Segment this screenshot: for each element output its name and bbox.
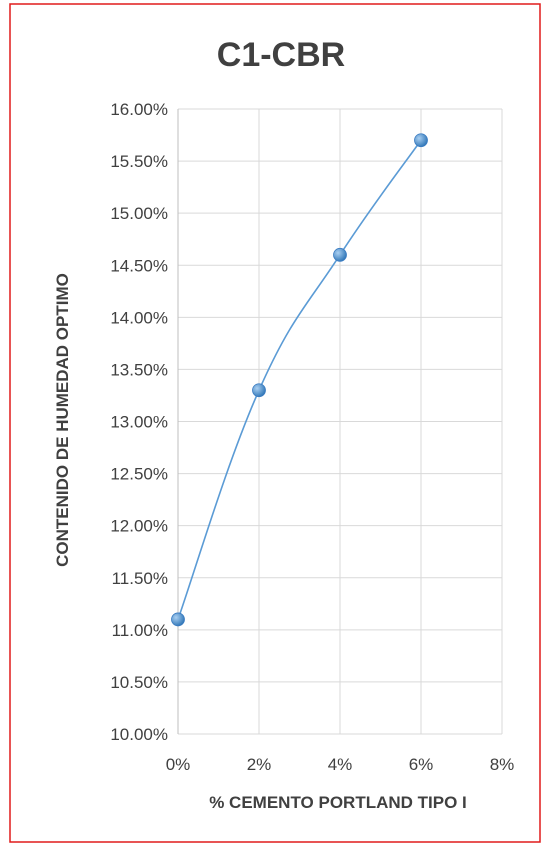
y-tick-label: 12.50% [110,465,168,484]
x-tick-label: 8% [490,755,515,774]
data-point [252,383,266,398]
x-tick-label: 6% [409,755,434,774]
data-markers [171,133,428,627]
y-tick-label: 11.50% [112,569,168,588]
y-tick-label: 13.50% [110,360,168,379]
x-tick-label: 2% [247,755,272,774]
chart-border [9,3,541,843]
data-point [414,133,428,148]
y-tick-label: 16.00% [110,100,168,119]
data-point [171,612,185,627]
y-tick-label: 14.50% [110,256,168,275]
y-tick-label: 15.50% [110,152,168,171]
y-tick-label: 12.00% [110,517,168,536]
gridlines [177,108,503,735]
x-tick-labels: 0% 2% 4% 6% 8% [166,755,515,774]
y-tick-label: 10.50% [110,673,168,692]
series-line [177,139,422,620]
y-tick-label: 11.00% [112,621,168,640]
chart-title: C1-CBR [217,36,345,74]
y-tick-label: 10.00% [110,725,168,744]
x-tick-label: 4% [328,755,353,774]
y-tick-label: 15.00% [110,204,168,223]
data-point [333,247,347,262]
y-tick-labels: 10.00% 10.50% 11.00% 11.50% 12.00% 12.50% 13.0… [110,100,168,744]
y-tick-label: 13.00% [110,413,168,432]
y-tick-label: 14.00% [110,308,168,327]
x-axis-label: % CEMENTO PORTLAND TIPO I [209,793,467,812]
x-tick-label: 0% [166,755,191,774]
y-axis-label: CONTENIDO DE HUMEDAD OPTIMO [53,273,72,567]
